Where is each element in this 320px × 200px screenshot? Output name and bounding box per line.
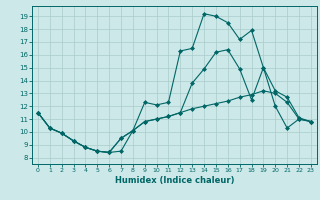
X-axis label: Humidex (Indice chaleur): Humidex (Indice chaleur) bbox=[115, 176, 234, 185]
